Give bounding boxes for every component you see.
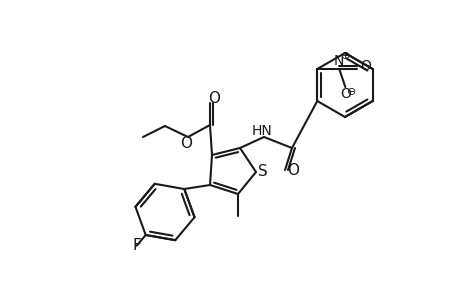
Text: S: S [257, 164, 267, 179]
Text: O: O [207, 91, 219, 106]
Text: O: O [359, 59, 370, 73]
Text: O: O [286, 163, 298, 178]
Text: N: N [333, 54, 344, 68]
Text: F: F [132, 238, 141, 253]
Text: O: O [179, 136, 191, 151]
Text: ⊕: ⊕ [340, 51, 349, 61]
Text: ⊖: ⊖ [346, 87, 355, 97]
Text: O: O [339, 87, 350, 101]
Text: HN: HN [251, 124, 272, 138]
